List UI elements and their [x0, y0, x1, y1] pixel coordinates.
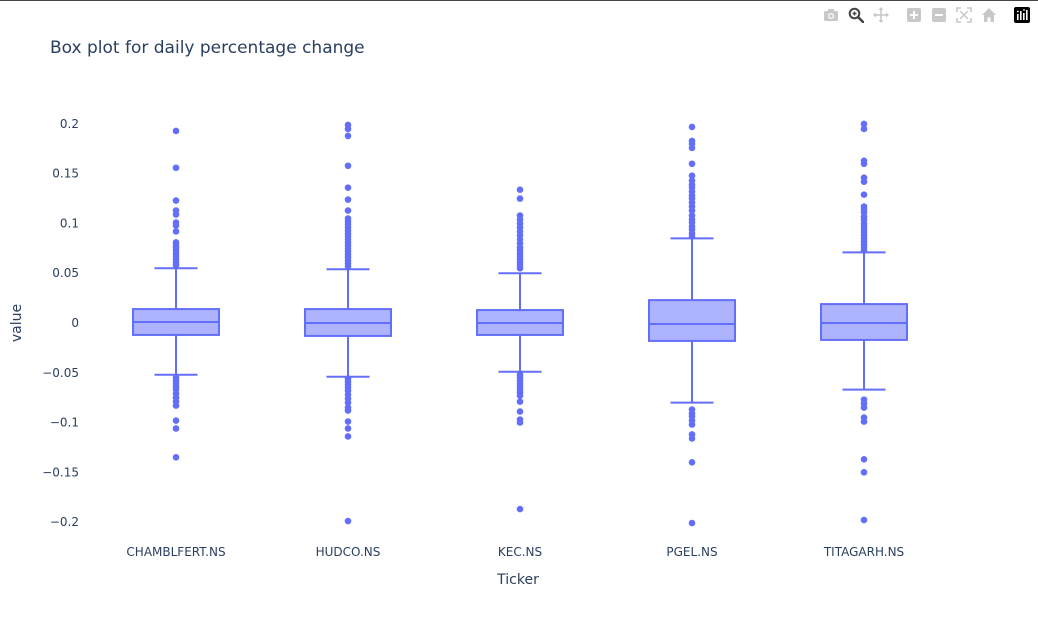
- outlier-point: [344, 399, 352, 406]
- modebar: [816, 5, 1032, 25]
- outlier-point: [688, 233, 696, 240]
- x-axis-title: Ticker: [496, 572, 539, 588]
- box-trace[interactable]: [820, 120, 908, 524]
- outlier-point: [688, 519, 696, 527]
- outlier-point: [344, 418, 352, 425]
- outlier-point: [860, 191, 868, 198]
- outlier-point: [344, 132, 352, 140]
- outlier-point: [172, 402, 180, 409]
- outlier-point: [860, 404, 868, 411]
- outlier-point: [688, 172, 696, 180]
- x-tick-label: HUDCO.NS: [316, 545, 381, 559]
- y-tick-label: −0.2: [50, 515, 79, 529]
- outlier-point: [688, 435, 696, 442]
- box-trace[interactable]: [476, 186, 564, 513]
- y-tick-label: 0.2: [60, 117, 79, 131]
- y-axis-ticks: 0.2 0.15 0.1 0.05 0 −0.05 −0.1 −0.15 −0.2: [42, 117, 79, 529]
- outlier-point: [344, 517, 352, 525]
- outlier-point: [172, 127, 180, 135]
- zoom-in-icon[interactable]: [904, 5, 924, 25]
- y-tick-label: 0.05: [52, 266, 79, 280]
- x-tick-label: CHAMBLFERT.NS: [126, 545, 225, 559]
- outlier-point: [688, 459, 696, 466]
- outlier-point: [516, 398, 524, 405]
- outlier-point: [860, 178, 868, 185]
- y-tick-label: 0: [71, 316, 79, 330]
- outlier-point: [172, 211, 180, 218]
- y-tick-label: −0.15: [42, 465, 79, 479]
- outlier-point: [860, 160, 868, 168]
- box-traces[interactable]: [132, 120, 908, 527]
- outlier-point: [688, 421, 696, 428]
- y-axis-title: value: [9, 304, 25, 342]
- outlier-point: [688, 123, 696, 131]
- outlier-point: [688, 207, 696, 214]
- outlier-point: [860, 468, 868, 476]
- top-border-line: [0, 0, 1038, 1]
- outlier-point: [344, 207, 352, 214]
- outlier-point: [344, 262, 352, 270]
- outlier-point: [344, 433, 352, 440]
- outlier-point: [516, 505, 524, 513]
- plotly-logo-icon[interactable]: [1012, 5, 1032, 25]
- y-tick-label: 0.15: [52, 167, 79, 181]
- x-tick-label: TITAGARH.NS: [823, 545, 904, 559]
- outlier-point: [172, 222, 180, 229]
- x-axis-ticks: CHAMBLFERT.NS HUDCO.NS KEC.NS PGEL.NS TITAGA…: [126, 545, 904, 559]
- outlier-point: [516, 392, 524, 399]
- outlier-point: [516, 408, 524, 415]
- outlier-point: [860, 418, 868, 425]
- outlier-point: [344, 184, 352, 191]
- outlier-point: [516, 264, 524, 272]
- home-icon[interactable]: [979, 5, 999, 25]
- pan-icon[interactable]: [871, 5, 891, 25]
- autoscale-icon[interactable]: [954, 5, 974, 25]
- outlier-point: [516, 195, 524, 202]
- outlier-point: [860, 125, 868, 133]
- outlier-point: [172, 228, 180, 235]
- outlier-point: [344, 196, 352, 203]
- outlier-point: [344, 425, 352, 432]
- outlier-point: [344, 407, 352, 414]
- outlier-point: [172, 417, 180, 424]
- y-tick-label: −0.05: [42, 366, 79, 380]
- outlier-point: [860, 247, 868, 254]
- camera-icon[interactable]: [821, 5, 841, 25]
- outlier-point: [516, 419, 524, 426]
- outlier-point: [860, 120, 868, 128]
- outlier-point: [516, 186, 524, 193]
- outlier-point: [172, 164, 180, 172]
- x-tick-label: KEC.NS: [498, 545, 542, 559]
- outlier-point: [344, 125, 352, 133]
- chart-title: Box plot for daily percentage change: [50, 38, 365, 58]
- zoom-out-icon[interactable]: [929, 5, 949, 25]
- box-trace[interactable]: [132, 127, 220, 461]
- box-trace[interactable]: [304, 121, 392, 525]
- y-tick-label: −0.1: [50, 416, 79, 430]
- zoom-icon[interactable]: [846, 5, 866, 25]
- outlier-point: [688, 160, 696, 168]
- outlier-point: [172, 197, 180, 204]
- box-trace[interactable]: [648, 123, 736, 527]
- y-tick-label: 0.1: [60, 216, 79, 230]
- iqr-box: [648, 299, 736, 342]
- outlier-point: [172, 261, 180, 269]
- x-tick-label: PGEL.NS: [666, 545, 717, 559]
- outlier-point: [344, 162, 352, 170]
- outlier-point: [172, 454, 180, 461]
- outlier-point: [688, 144, 696, 152]
- outlier-point: [172, 425, 180, 432]
- outlier-point: [860, 456, 868, 463]
- outlier-point: [860, 516, 868, 524]
